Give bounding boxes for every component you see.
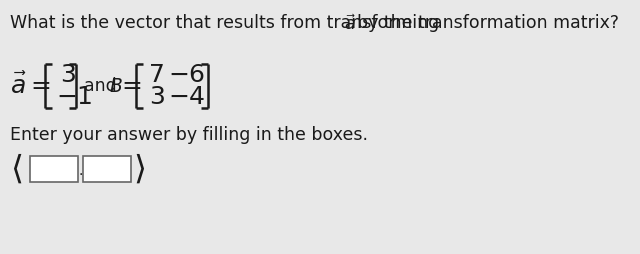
Text: and: and <box>84 77 116 95</box>
Text: $\vec{a}$: $\vec{a}$ <box>10 73 27 99</box>
Text: $-1$: $-1$ <box>56 85 93 109</box>
Text: 7: 7 <box>149 63 165 87</box>
Text: $B$: $B$ <box>109 76 123 96</box>
Text: What is the vector that results from transforming: What is the vector that results from tra… <box>10 14 439 32</box>
Bar <box>30 156 78 182</box>
Text: 3: 3 <box>149 85 165 109</box>
Text: $\vec{a}$: $\vec{a}$ <box>344 14 356 34</box>
Bar <box>83 156 131 182</box>
Text: 3: 3 <box>60 63 76 87</box>
Text: $\langle$: $\langle$ <box>10 152 22 186</box>
Text: .: . <box>79 164 83 178</box>
Text: $-4$: $-4$ <box>168 85 205 109</box>
Text: $\rangle$: $\rangle$ <box>133 152 145 186</box>
Text: Enter your answer by filling in the boxes.: Enter your answer by filling in the boxe… <box>10 126 368 144</box>
Text: $-6$: $-6$ <box>168 63 205 87</box>
Text: by the transformation matrix?: by the transformation matrix? <box>357 14 619 32</box>
Text: =: = <box>121 74 142 98</box>
Text: =: = <box>30 74 51 98</box>
